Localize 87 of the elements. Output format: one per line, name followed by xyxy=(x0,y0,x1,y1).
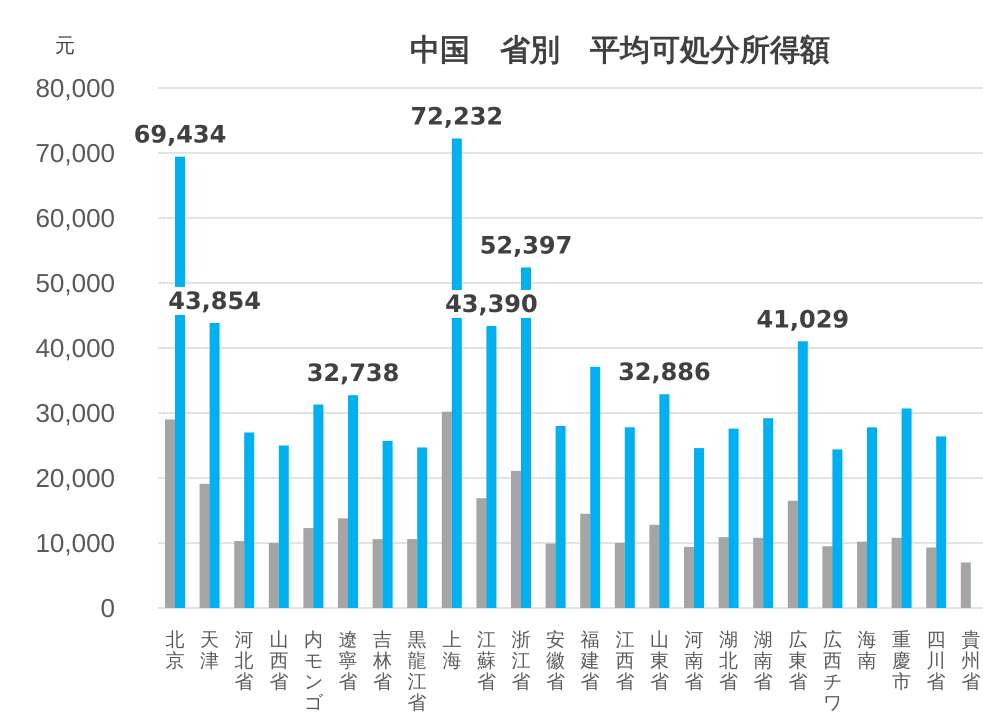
y-tick-label: 70,000 xyxy=(35,138,115,168)
bar xyxy=(210,322,220,608)
bar xyxy=(936,436,946,608)
data-label: 72,232 xyxy=(410,102,504,130)
x-tick-label: 河北省 xyxy=(234,630,254,693)
bar xyxy=(659,394,670,608)
x-tick-label: 内モンゴ xyxy=(304,630,324,714)
x-tick-label: 上海 xyxy=(442,630,462,672)
x-tick-label: 重慶市 xyxy=(892,630,912,693)
bar xyxy=(892,538,902,608)
y-tick-label: 50,000 xyxy=(35,268,115,298)
data-label: 41,029 xyxy=(756,305,850,334)
x-tick-label: 河南省 xyxy=(684,630,704,693)
bar xyxy=(926,548,936,608)
x-tick-label: 山東省 xyxy=(650,630,669,693)
bar xyxy=(580,514,590,608)
x-tick-label: 四川省 xyxy=(926,630,946,693)
x-tick-label: 安徽省 xyxy=(546,629,566,693)
data-label: 32,738 xyxy=(306,359,400,388)
y-tick-label: 40,000 xyxy=(35,333,115,363)
x-tick-label: 広西チワ xyxy=(822,629,842,714)
bar xyxy=(684,546,694,608)
bar xyxy=(624,427,635,608)
bar xyxy=(718,537,729,608)
x-tick-label: 広東省 xyxy=(788,629,808,693)
x-tick-label: 福建省 xyxy=(580,630,600,693)
x-tick-label: 海南 xyxy=(858,630,876,672)
x-tick-label: 江西省 xyxy=(615,630,634,693)
bar xyxy=(486,326,496,608)
data-label: 43,390 xyxy=(445,290,538,318)
bar xyxy=(338,518,348,608)
data-label: 43,854 xyxy=(168,286,261,315)
bar xyxy=(278,446,289,608)
bar xyxy=(832,449,842,608)
bar xyxy=(788,500,798,608)
x-tick-label: 湖北省 xyxy=(719,630,738,693)
x-tick-label: 山西省 xyxy=(269,630,288,693)
x-tick-label: 天津 xyxy=(200,630,220,672)
bar xyxy=(590,366,600,608)
y-tick-label: 30,000 xyxy=(35,398,115,428)
x-tick-label: 黒龍江省 xyxy=(408,630,427,714)
bar xyxy=(546,544,556,608)
x-tick-label: 吉林省 xyxy=(372,630,392,693)
x-tick-label: 江蘇省 xyxy=(476,630,496,693)
bar xyxy=(728,428,739,608)
bar xyxy=(753,538,764,608)
bar xyxy=(313,404,324,608)
bar xyxy=(417,447,428,608)
bar xyxy=(348,395,358,608)
bar xyxy=(822,546,832,608)
bar xyxy=(234,541,244,608)
data-label: 32,886 xyxy=(618,358,711,386)
x-tick-label: 北京 xyxy=(166,630,184,672)
bar xyxy=(902,408,912,608)
bar xyxy=(614,543,625,608)
y-tick-label: 10,000 xyxy=(35,528,115,558)
bar xyxy=(960,562,971,608)
chart-title: 中国 省別 平均可処分所得額 xyxy=(410,34,830,67)
data-label: 69,434 xyxy=(134,120,226,149)
bar xyxy=(382,440,393,608)
y-tick-label: 0 xyxy=(100,593,115,623)
bar xyxy=(268,543,279,608)
y-axis-title: 元 xyxy=(55,35,75,57)
bar xyxy=(798,341,808,608)
bar xyxy=(649,524,660,608)
bar xyxy=(556,426,566,608)
bar xyxy=(303,528,314,608)
bar xyxy=(476,498,486,608)
bar xyxy=(867,427,877,608)
data-label: 52,397 xyxy=(480,231,572,260)
bar xyxy=(694,448,704,608)
x-tick-label: 湖南省 xyxy=(754,630,773,693)
bar xyxy=(407,539,418,608)
bar xyxy=(165,420,175,608)
y-tick-label: 60,000 xyxy=(35,203,115,233)
y-tick-label: 80,000 xyxy=(35,73,115,103)
bar xyxy=(200,484,210,608)
x-tick-label: 遼寧省 xyxy=(338,630,358,693)
bar xyxy=(244,432,254,608)
x-tick-label: 浙江省 xyxy=(512,630,530,693)
bar xyxy=(763,418,774,608)
x-tick-label: 貴州省 xyxy=(961,630,980,693)
bar xyxy=(511,470,521,608)
bar xyxy=(442,412,452,608)
bar xyxy=(857,542,867,608)
bar xyxy=(372,539,383,608)
y-tick-label: 20,000 xyxy=(35,463,115,493)
